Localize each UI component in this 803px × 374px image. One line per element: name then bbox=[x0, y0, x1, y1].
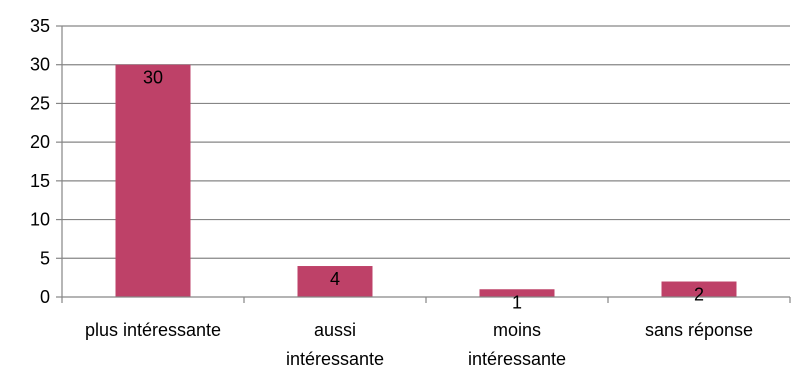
y-tick-label: 5 bbox=[40, 248, 50, 268]
data-label: 4 bbox=[330, 269, 340, 289]
category-label: plus intéressante bbox=[85, 320, 221, 340]
y-tick-label: 25 bbox=[30, 93, 50, 113]
category-label: moins intéressante bbox=[468, 320, 566, 369]
bar bbox=[115, 64, 191, 297]
axes bbox=[56, 25, 791, 303]
y-tick-label: 35 bbox=[30, 16, 50, 36]
data-label: 2 bbox=[694, 285, 704, 305]
y-tick-label: 0 bbox=[40, 287, 50, 307]
bar bbox=[479, 289, 555, 297]
bars bbox=[115, 64, 737, 297]
y-tick-label: 15 bbox=[30, 171, 50, 191]
bar bbox=[297, 266, 373, 297]
labels: 0 5 10 15 20 25 30 35 30 plus intéressante 4 aussi i… bbox=[30, 16, 753, 369]
category-label: aussi intéressante bbox=[286, 320, 384, 369]
y-tick-label: 30 bbox=[30, 55, 50, 75]
bar bbox=[661, 281, 737, 297]
y-tick-label: 20 bbox=[30, 132, 50, 152]
y-tick-label: 10 bbox=[30, 210, 50, 230]
data-label: 1 bbox=[512, 292, 522, 312]
data-label: 30 bbox=[143, 68, 163, 88]
category-label: sans réponse bbox=[645, 320, 753, 340]
